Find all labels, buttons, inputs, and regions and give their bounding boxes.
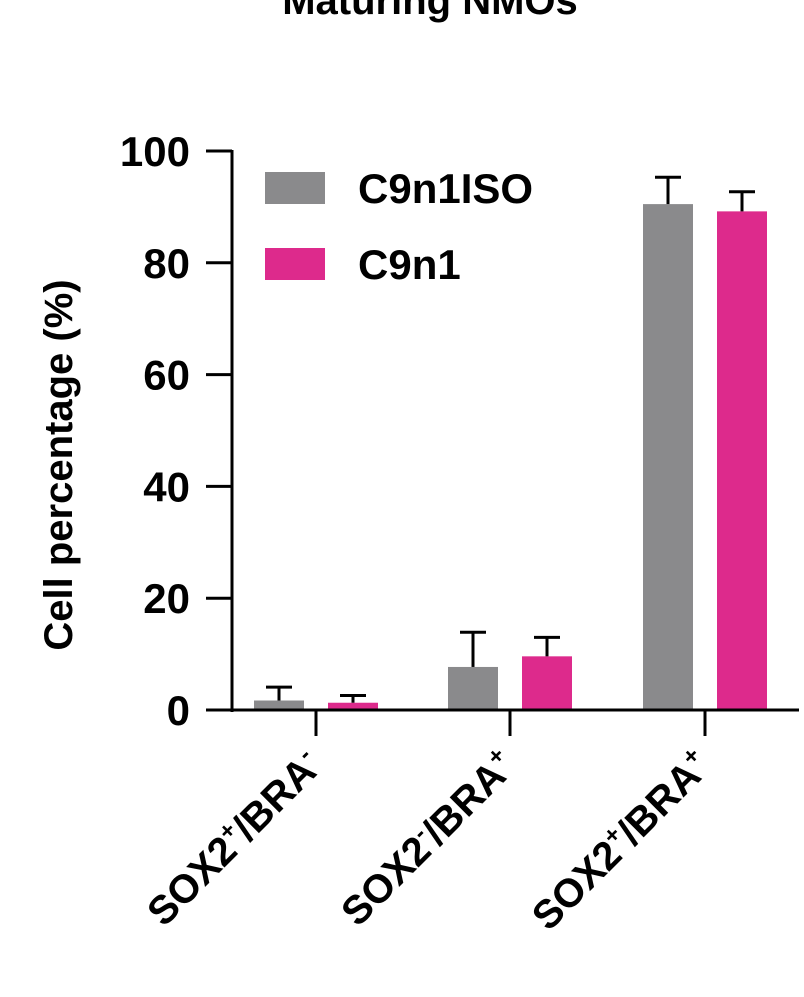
- y-tick-label: 100: [120, 128, 190, 175]
- chart-title: Maturing NMOs: [282, 0, 578, 23]
- y-axis: 0 20 40 60 80 100: [120, 128, 232, 734]
- x-axis: SOX2+/BRA-SOX2-/BRA+SOX2+/BRA+: [138, 710, 719, 939]
- bars: [254, 204, 767, 711]
- x-tick-label: SOX2-/BRA+: [332, 742, 525, 935]
- bar: [328, 702, 378, 710]
- bar: [448, 666, 498, 710]
- y-tick-label: 20: [143, 575, 190, 622]
- bar: [643, 204, 693, 711]
- legend-swatch: [265, 172, 325, 204]
- legend-label: C9n1: [358, 241, 461, 288]
- y-tick-label: 0: [167, 687, 190, 734]
- y-tick-label: 80: [143, 240, 190, 287]
- legend: C9n1ISO C9n1: [265, 165, 533, 288]
- bar: [717, 211, 767, 710]
- y-tick-label: 60: [143, 352, 190, 399]
- bar: [522, 656, 572, 710]
- bar: [254, 700, 304, 710]
- x-tick-label: SOX2+/BRA+: [522, 742, 719, 939]
- legend-swatch: [265, 248, 325, 280]
- y-tick-label: 40: [143, 463, 190, 510]
- y-axis-label: Cell percentage (%): [37, 279, 81, 650]
- x-tick-label: SOX2+/BRA-: [138, 742, 331, 935]
- error-bars: [266, 175, 755, 703]
- legend-label: C9n1ISO: [358, 165, 533, 212]
